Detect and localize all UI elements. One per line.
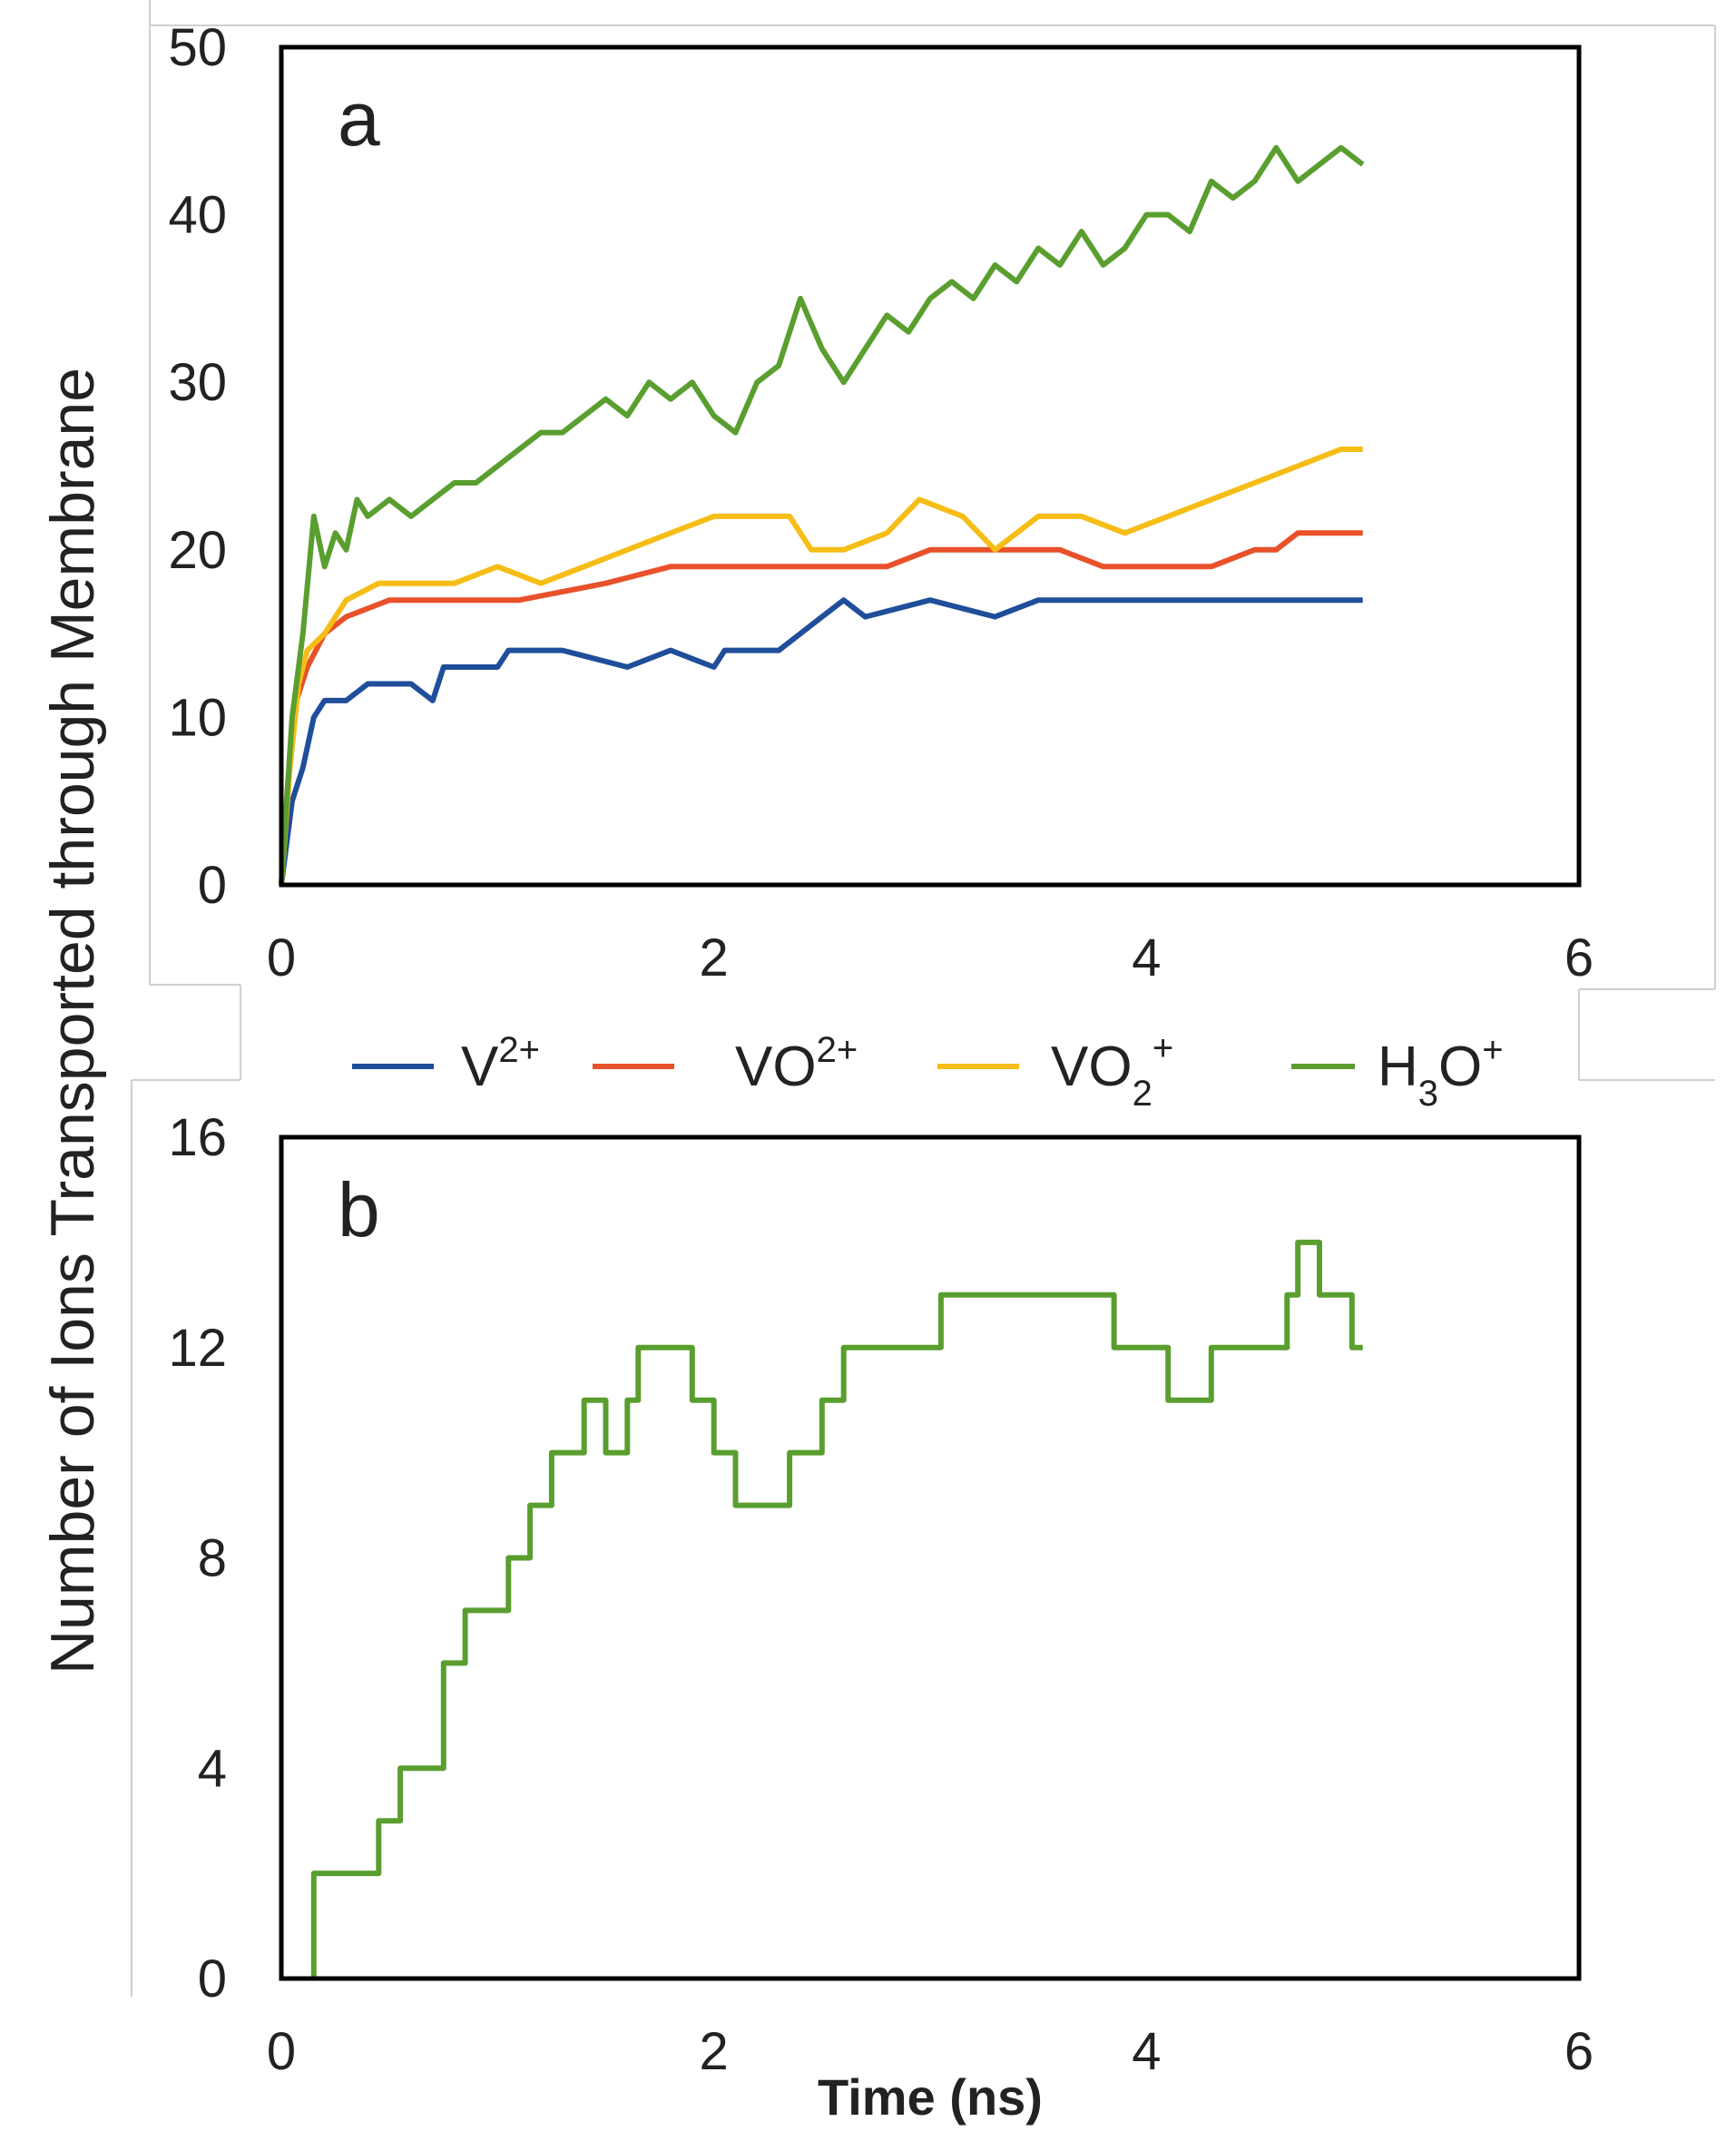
plot-frame: [279, 1134, 1582, 1981]
x-tick-label: 4: [1132, 2022, 1161, 2081]
panel-a-label: a: [338, 76, 380, 162]
panel-b-label: b: [338, 1167, 380, 1252]
legend-label-v2plus: V2+: [461, 1030, 540, 1098]
x-tick-label: 0: [267, 928, 296, 987]
x-tick-label: 6: [1564, 928, 1594, 987]
y-tick-label: 8: [198, 1529, 227, 1588]
y-tick-label: 20: [168, 521, 227, 580]
x-tick-label: 2: [700, 928, 729, 987]
y-tick-label: 0: [198, 856, 227, 915]
legend-item-v2plus: V2+: [352, 1030, 540, 1098]
y-tick-label: 12: [168, 1319, 227, 1378]
y-axis-label: Number of Ions Transported through Membr…: [38, 368, 107, 1674]
y-tick-label: 30: [168, 353, 227, 412]
frame-lines: [131, 0, 1716, 1997]
y-tick-label: 0: [198, 1949, 227, 2008]
y-tick-label: 10: [168, 688, 227, 747]
series-line-0-3: [279, 144, 1365, 886]
x-tick-label: 6: [1564, 2022, 1594, 2081]
legend-label-h3oplus: H3O+: [1378, 1030, 1504, 1114]
legend-item-h3oplus: H3O+: [1291, 1030, 1504, 1114]
legend-item-vo2-plus: VO2+: [937, 1028, 1173, 1114]
y-tick-label: 50: [168, 18, 227, 77]
y-tick-label: 4: [198, 1739, 227, 1798]
legend: V2+ VO2+ VO2+ H3O+: [352, 1028, 1504, 1114]
y-tick-label: 16: [168, 1108, 227, 1167]
x-tick-label: 2: [700, 2022, 729, 2081]
series-line-1-0: [310, 1239, 1363, 1979]
legend-label-vo2plus: VO2+: [735, 1030, 858, 1098]
x-tick-label: 0: [267, 2022, 296, 2081]
series-line-0-2: [279, 447, 1363, 886]
x-axis-label: Time (ns): [818, 2068, 1043, 2126]
panel-a: a 0 2 4 6 0 10 20 30 40 50: [168, 18, 1594, 987]
y-tick-label: 40: [168, 186, 227, 245]
series-line-0-0: [279, 597, 1363, 886]
legend-item-vo2plus: VO2+: [593, 1030, 858, 1098]
panel-b: b 0 2 4 6 0 4 8 12 16: [168, 1108, 1594, 2081]
legend-label-vo2-plus: VO2+: [1051, 1028, 1173, 1114]
plot-frame: [279, 44, 1582, 888]
x-tick-label: 4: [1132, 928, 1161, 987]
